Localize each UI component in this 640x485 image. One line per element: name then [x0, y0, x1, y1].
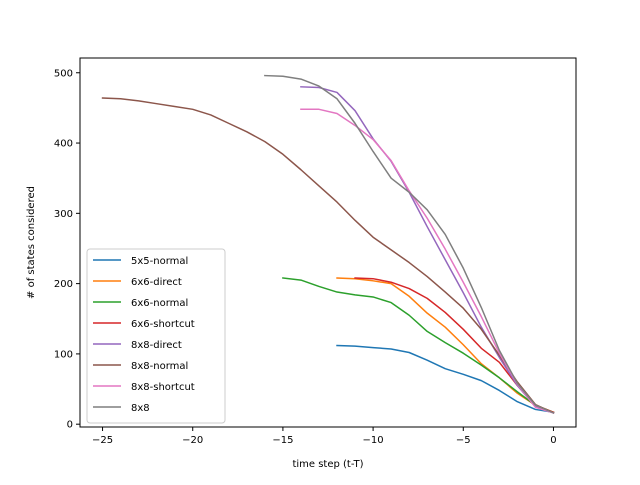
- ticks: −25 −20 −15 −10 −5 0 0 100 200 300 400 500: [54, 68, 557, 446]
- legend-label-6x6-shortcut: 6x6-shortcut: [131, 319, 195, 330]
- y-tick-label: 200: [54, 279, 73, 290]
- y-tick-label: 400: [54, 139, 73, 150]
- legend-label-8x8-shortcut: 8x8-shortcut: [131, 382, 195, 393]
- plot-frame: [79, 57, 577, 428]
- legend-label-6x6-direct: 6x6-direct: [131, 277, 182, 288]
- x-axis-label: time step (t-T): [292, 459, 363, 470]
- legend-label-6x6-normal: 6x6-normal: [131, 298, 188, 309]
- legend-box: [86, 248, 226, 424]
- y-tick-label: 500: [54, 68, 73, 79]
- series-line-8x8-normal: [101, 97, 555, 414]
- y-tick-label: 300: [54, 209, 73, 220]
- x-tick-label: −15: [272, 435, 293, 446]
- series-line-8x8: [264, 74, 555, 414]
- series-line-5x5-normal: [336, 344, 555, 414]
- x-tick-label: −5: [456, 435, 471, 446]
- y-tick-label: 100: [54, 349, 73, 360]
- x-tick-label: −25: [92, 435, 113, 446]
- legend-label-8x8-direct: 8x8-direct: [131, 340, 182, 351]
- series-line-8x8-direct: [300, 86, 555, 414]
- series-line-6x6-normal: [282, 277, 555, 414]
- y-tick-label: 0: [67, 420, 73, 431]
- y-axis-label: # of states considered: [26, 186, 37, 299]
- series-lines: [101, 74, 555, 414]
- legend-label-8x8: 8x8: [131, 403, 150, 414]
- series-line-8x8-shortcut: [300, 108, 555, 414]
- x-tick-label: −10: [363, 435, 384, 446]
- legend: 5x5-normal 6x6-direct 6x6-normal 6x6-shortc…: [86, 248, 226, 424]
- legend-label-8x8-normal: 8x8-normal: [131, 361, 188, 372]
- x-tick-label: −20: [182, 435, 203, 446]
- legend-label-5x5-normal: 5x5-normal: [131, 256, 188, 267]
- series-line-6x6-direct: [336, 277, 555, 414]
- x-tick-label: 0: [550, 435, 556, 446]
